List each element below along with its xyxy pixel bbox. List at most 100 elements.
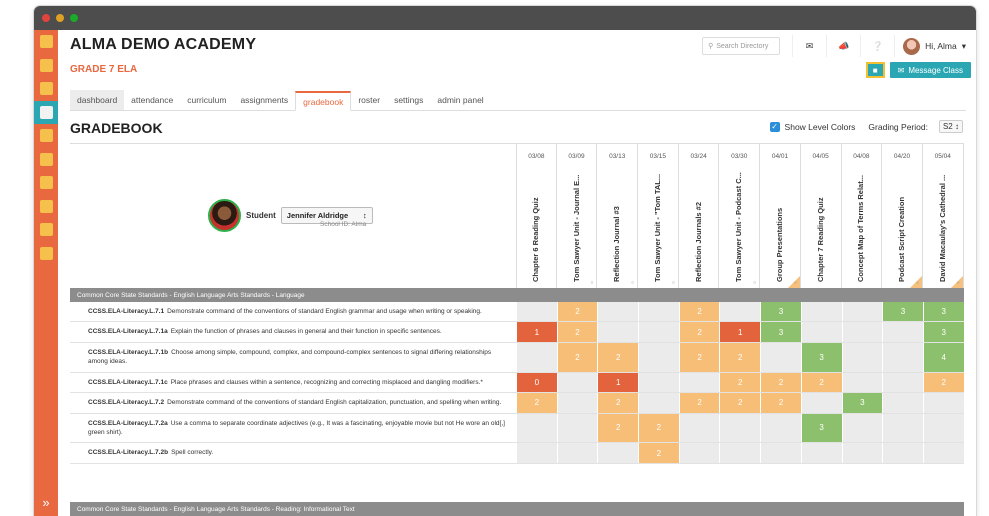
minimize-window-button[interactable] [56, 14, 64, 22]
help-icon[interactable]: ❔ [860, 35, 894, 57]
search-input[interactable]: ⚲ Search Directory [702, 37, 781, 55]
show-level-colors-label[interactable]: Show Level Colors [784, 121, 856, 132]
score-cell[interactable]: 2 [556, 302, 598, 322]
sidebar-item-book[interactable] [34, 54, 58, 78]
score-cell[interactable] [678, 443, 720, 463]
standard-code[interactable]: CCSS.ELA-Literacy.L.7.1b [88, 348, 169, 356]
score-cell[interactable] [882, 393, 923, 413]
score-cell[interactable] [841, 322, 883, 342]
assignment-name[interactable]: David Macaulay's Cathedral ... [937, 174, 947, 282]
tab-gradebook[interactable]: gradebook [295, 91, 352, 111]
standard-code[interactable]: CCSS.ELA-Literacy.L.7.1a [88, 328, 168, 336]
sidebar-item-house[interactable] [34, 242, 58, 266]
class-name[interactable]: GRADE 7 ELA [70, 64, 138, 75]
standard-code[interactable]: CCSS.ELA-Literacy.L.7.2 [88, 399, 165, 407]
assignment-name[interactable]: Chapter 7 Reading Quiz [815, 197, 825, 282]
score-cell[interactable]: 1 [719, 322, 761, 342]
message-class-button[interactable]: ✉ Message Class [889, 62, 971, 78]
assignment-column[interactable]: 03/09 Tom Sawyer Unit - Journal E... ○ [557, 144, 598, 288]
show-level-colors-checkbox[interactable]: ✓ [769, 121, 780, 132]
score-cell[interactable] [556, 393, 598, 413]
score-cell[interactable] [800, 443, 842, 463]
score-cell[interactable] [556, 443, 598, 463]
student-select[interactable]: Jennifer Aldridge ↕ [280, 207, 373, 224]
score-cell[interactable] [800, 393, 842, 413]
grading-period-select[interactable]: S2 ↕ [938, 120, 963, 133]
score-cell[interactable] [760, 443, 801, 463]
announcement-icon[interactable]: 📣 [826, 35, 860, 57]
score-cell[interactable]: 3 [922, 302, 964, 322]
maximize-window-button[interactable] [70, 14, 78, 22]
standard-code[interactable]: CCSS.ELA-Literacy.L.7.2a [88, 419, 168, 427]
score-cell[interactable]: 4 [922, 342, 964, 372]
score-cell[interactable] [516, 342, 557, 372]
assignment-column[interactable]: 04/08 Concept Map of Terms Relat... [842, 144, 883, 288]
score-cell[interactable] [882, 443, 923, 463]
score-cell[interactable] [922, 413, 964, 443]
score-cell[interactable] [556, 372, 598, 393]
assignment-name[interactable]: Tom Sawyer Unit - "Tom TAL... [652, 173, 662, 282]
score-cell[interactable] [922, 393, 964, 413]
score-cell[interactable] [556, 413, 598, 443]
score-cell[interactable]: 2 [678, 322, 720, 342]
expand-sidebar-icon[interactable]: » [42, 495, 50, 510]
sidebar-item-alert[interactable] [34, 171, 58, 195]
score-cell[interactable]: 2 [760, 393, 801, 413]
score-cell[interactable]: 2 [922, 372, 964, 393]
sidebar-item-dollar[interactable] [34, 195, 58, 219]
assignment-name[interactable]: Reflection Journals #2 [693, 201, 703, 282]
score-cell[interactable] [516, 302, 557, 322]
score-cell[interactable] [841, 413, 883, 443]
score-cell[interactable]: 3 [922, 322, 964, 342]
score-cell[interactable]: 2 [678, 393, 720, 413]
score-cell[interactable] [760, 413, 801, 443]
score-cell[interactable] [882, 342, 923, 372]
standard-code[interactable]: CCSS.ELA-Literacy.L.7.1c [88, 378, 168, 386]
assignment-name[interactable]: Tom Sawyer Unit - Podcast C... [734, 172, 744, 282]
score-cell[interactable]: 2 [719, 393, 761, 413]
score-cell[interactable] [638, 372, 679, 393]
assignment-column[interactable]: 03/08 Chapter 6 Reading Quiz [516, 144, 557, 288]
score-cell[interactable]: 3 [841, 393, 883, 413]
assignment-column[interactable]: 03/15 Tom Sawyer Unit - "Tom TAL... ○ [638, 144, 679, 288]
score-cell[interactable]: 2 [638, 413, 679, 443]
assignment-column[interactable]: 04/05 Chapter 7 Reading Quiz [801, 144, 842, 288]
score-cell[interactable] [922, 443, 964, 463]
score-cell[interactable]: 2 [597, 413, 639, 443]
score-cell[interactable]: 2 [638, 443, 679, 463]
score-cell[interactable]: 2 [719, 372, 761, 393]
tab-settings[interactable]: settings [394, 95, 424, 105]
score-cell[interactable] [638, 322, 679, 342]
score-cell[interactable]: 2 [556, 342, 598, 372]
assignment-column[interactable]: 03/24 Reflection Journals #2 [679, 144, 720, 288]
assignment-name[interactable]: Concept Map of Terms Relat... [856, 175, 866, 282]
score-cell[interactable]: 3 [760, 322, 801, 342]
score-cell[interactable] [638, 302, 679, 322]
score-cell[interactable] [719, 443, 761, 463]
score-cell[interactable] [760, 342, 801, 372]
assignment-name[interactable]: Group Presentations [774, 207, 784, 282]
assignment-name[interactable]: Podcast Script Creation [897, 196, 907, 282]
assignment-column[interactable]: 04/20 Podcast Script Creation ○ [882, 144, 923, 288]
assignment-name[interactable]: Tom Sawyer Unit - Journal E... [571, 174, 581, 282]
score-cell[interactable]: 2 [516, 393, 557, 413]
sidebar-item-school[interactable] [34, 30, 58, 54]
score-cell[interactable]: 2 [760, 372, 801, 393]
score-cell[interactable] [638, 393, 679, 413]
score-cell[interactable]: 2 [719, 342, 761, 372]
assignment-name[interactable]: Chapter 6 Reading Quiz [531, 197, 541, 282]
score-cell[interactable] [882, 372, 923, 393]
score-cell[interactable]: 2 [678, 342, 720, 372]
score-cell[interactable]: 3 [800, 413, 842, 443]
sidebar-item-report-card[interactable] [34, 148, 58, 172]
roster-card-button[interactable]: ■ [865, 62, 885, 78]
score-cell[interactable]: 1 [516, 322, 557, 342]
assignment-name[interactable]: Reflection Journal #3 [612, 206, 622, 282]
score-cell[interactable] [841, 372, 883, 393]
close-window-button[interactable] [42, 14, 50, 22]
score-cell[interactable]: 3 [760, 302, 801, 322]
tab-dashboard[interactable]: dashboard [70, 90, 125, 110]
score-cell[interactable] [516, 443, 557, 463]
score-cell[interactable] [841, 443, 883, 463]
assignment-column[interactable]: 03/30 Tom Sawyer Unit - Podcast C... ○ [719, 144, 761, 288]
